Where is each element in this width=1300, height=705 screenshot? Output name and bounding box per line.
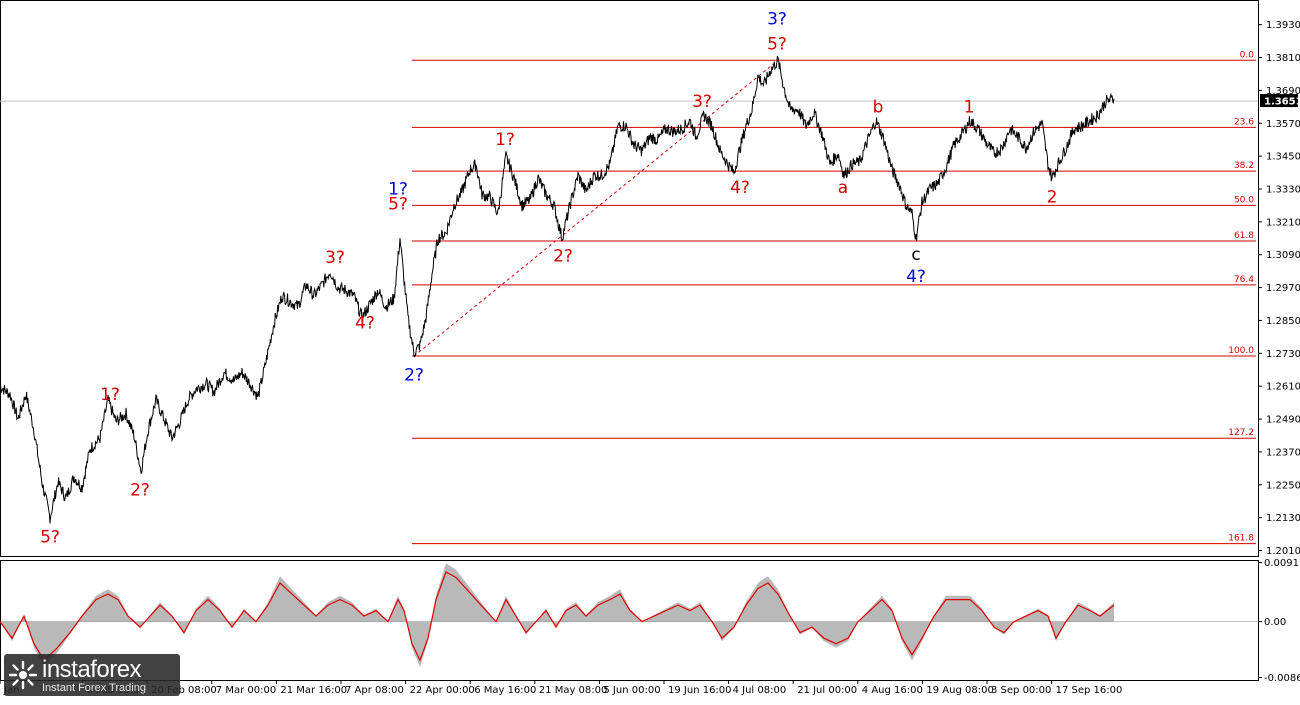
time-axis-label-16: 17 Sep 16:00 [1056,685,1123,696]
time-axis-label-8: 21 May 08:00 [539,685,608,696]
time-axis-label-2: 20 Feb 08:00 [151,685,217,696]
price-panel-frame [0,0,1259,557]
price-axis-label-16: 1.2010 [1266,546,1300,557]
price-axis-label-9: 1.2850 [1266,316,1300,327]
wave-label-11: 4? [730,178,750,198]
price-axis-label-6: 1.3210 [1266,217,1300,228]
current-price-box [1260,94,1298,108]
wave-label-5: 1? [388,179,408,199]
time-axis-label-14: 19 Aug 08:00 [926,685,993,696]
price-axis-label-8: 1.2970 [1266,283,1300,294]
fib-level-label-0: 0.0 [1240,50,1255,60]
oscillator-panel-frame [0,560,1259,681]
wave-label-19: 2 [1047,188,1058,208]
price-axis-label-13: 1.2370 [1266,447,1300,458]
wave-label-13: 5? [767,34,787,54]
fib-level-label-4: 61.8 [1234,231,1254,241]
wave-label-4: 4? [355,314,375,334]
price-axis-label-14: 1.2250 [1266,480,1300,491]
wave-label-12: 3? [767,10,787,30]
trend-line [413,59,779,357]
price-axis-label-10: 1.2730 [1266,349,1300,360]
fib-level-label-2: 38.2 [1234,161,1254,171]
fib-level-label-5: 76.4 [1234,275,1254,285]
oscillator-axis-label-0: 0.0091 [1264,558,1299,569]
fib-level-label-7: 127.2 [1228,428,1254,438]
wave-label-16: c [911,245,920,265]
price-series-line [0,55,1115,524]
time-axis-label-6: 22 Apr 00:00 [410,685,475,696]
wave-label-3: 3? [325,248,345,268]
fib-level-label-1: 23.6 [1234,117,1254,127]
price-axis-label-7: 1.3090 [1266,250,1300,261]
wave-label-10: 3? [692,92,712,112]
price-axis-label-2: 1.3690 [1266,86,1300,97]
time-axis-label-5: 7 Apr 08:00 [345,685,404,696]
oscillator-axis-label-1: 0.00 [1264,617,1286,628]
time-axis-label-10: 19 Jun 16:00 [668,685,732,696]
time-axis-label-11: 4 Jul 08:00 [733,685,787,696]
price-axis-label-5: 1.3330 [1266,184,1300,195]
price-axis-label-1: 1.3810 [1266,53,1300,64]
wave-label-14: a [838,178,848,198]
wave-label-15: b [873,97,884,117]
oscillator-histogram [0,563,1114,667]
time-axis-label-13: 4 Aug 16:00 [862,685,923,696]
wave-label-17: 4? [906,267,926,287]
fib-level-label-3: 50.0 [1234,195,1254,205]
price-axis-label-4: 1.3450 [1266,152,1300,163]
time-axis-label-9: 5 Jun 00:00 [603,685,660,696]
wave-label-6: 5? [388,195,408,215]
time-axis-label-4: 21 Mar 16:00 [280,685,347,696]
price-axis-label-11: 1.2610 [1266,382,1300,393]
watermark-tagline: Instant Forex Trading [42,682,146,694]
wave-label-7: 2? [404,366,424,386]
time-axis-label-7: 6 May 16:00 [474,685,536,696]
wave-label-1: 1? [100,385,120,405]
oscillator-signal-line [0,571,1115,662]
watermark-brand: instaforex [42,656,142,683]
wave-label-0: 5? [40,527,60,547]
instaforex-logo-icon [8,660,38,690]
price-axis-label-15: 1.2130 [1266,513,1300,524]
price-axis-label-12: 1.2490 [1266,415,1300,426]
current-price-label: 1.3651 [1264,97,1300,108]
time-axis-label-3: 7 Mar 00:00 [216,685,276,696]
time-axis-label-15: 3 Sep 00:00 [991,685,1051,696]
price-axis-label-0: 1.3930 [1266,20,1300,31]
wave-label-8: 1? [495,130,515,150]
fib-level-label-6: 100.0 [1228,346,1254,356]
instaforex-watermark: instaforex Instant Forex Trading [4,654,180,696]
price-axis-label-3: 1.3570 [1266,119,1300,130]
time-axis-label-12: 21 Jul 00:00 [797,685,857,696]
wave-label-18: 1 [964,97,975,117]
fib-level-label-8: 161.8 [1228,534,1254,544]
wave-label-2: 2? [130,481,150,501]
wave-label-9: 2? [553,247,573,267]
